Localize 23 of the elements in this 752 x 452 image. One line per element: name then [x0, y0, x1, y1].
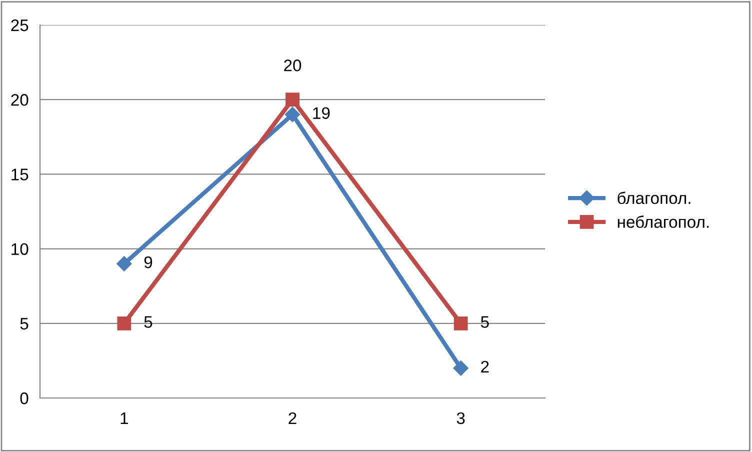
point	[284, 106, 300, 122]
y-tick-label: 25	[11, 19, 28, 32]
y-tick-label: 5	[20, 318, 28, 330]
y-tick-label: 10	[12, 243, 28, 256]
data-label: 5	[144, 316, 152, 328]
legend-label: неблагопол.	[618, 216, 709, 228]
data-label: 2	[481, 360, 489, 372]
point	[453, 360, 468, 376]
x-tick-label: 2	[288, 412, 296, 424]
y-tick-label: 20	[11, 94, 28, 106]
y-tick-label: 15	[12, 168, 28, 180]
point	[454, 316, 468, 330]
point	[286, 92, 300, 107]
point	[117, 316, 132, 330]
x-tick-label: 1	[120, 412, 128, 424]
data-label: 9	[144, 256, 152, 268]
data-label: 20	[284, 60, 302, 72]
legend-label: благопол.	[618, 192, 690, 204]
data-label: 19	[313, 107, 330, 119]
point	[116, 256, 132, 272]
x-tick-label: 3	[456, 412, 465, 424]
y-tick-label: 0	[20, 392, 28, 404]
data-label: 5	[480, 316, 489, 328]
